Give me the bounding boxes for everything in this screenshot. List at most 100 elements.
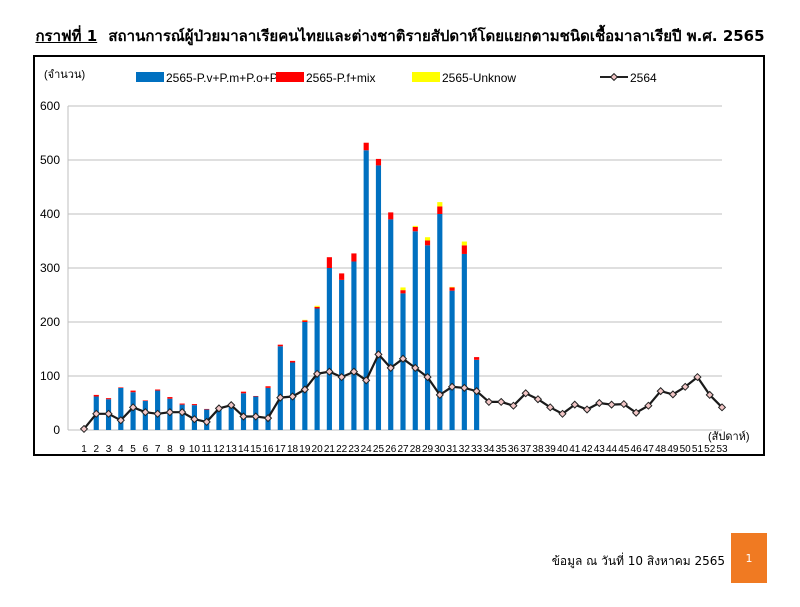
- y-axis-label: (จำนวน): [44, 69, 85, 81]
- marker-2564: [484, 397, 493, 407]
- marker-2564: [313, 369, 322, 378]
- marker-2564: [202, 417, 211, 427]
- x-tick-label: 16: [262, 444, 274, 455]
- marker-2564: [227, 401, 236, 410]
- marker-2564: [423, 372, 432, 382]
- bar-2565-p-f-mix: [449, 287, 455, 291]
- bar-2565-unknow: [400, 287, 406, 291]
- bar-2565-p-f-mix: [105, 398, 112, 400]
- bar-2565-p-v-p-m-p-o-p-k: [375, 165, 382, 430]
- marker-2564: [300, 385, 309, 394]
- x-tick-label: 23: [348, 444, 360, 455]
- x-tick-label: 35: [496, 444, 508, 455]
- bar-2565-p-f-mix: [302, 320, 308, 322]
- x-tick-label: 10: [189, 444, 201, 455]
- bar-2565-unknow: [449, 286, 455, 288]
- marker-2564: [178, 408, 187, 417]
- x-tick-label: 24: [361, 444, 373, 455]
- x-tick-label: 3: [106, 444, 112, 455]
- marker-2564: [558, 409, 567, 418]
- marker-2564: [337, 372, 346, 382]
- x-tick-label: 49: [667, 444, 679, 455]
- marker-2564: [509, 401, 518, 410]
- bar-2565-p-f-mix: [437, 206, 443, 214]
- marker-2564: [165, 408, 174, 417]
- bar-2565-p-f-mix: [277, 344, 283, 347]
- y-tick-label: 200: [40, 315, 60, 329]
- x-tick-label: 53: [716, 444, 728, 455]
- bar-2565-p-f-mix: [118, 387, 124, 388]
- x-tick-label: 13: [226, 444, 238, 455]
- legend-label: 2565-P.f+mix: [306, 71, 376, 85]
- marker-2564: [546, 403, 555, 412]
- marker-2564: [349, 367, 359, 376]
- marker-2564: [411, 363, 420, 373]
- marker-2564: [386, 363, 395, 373]
- bar-2565-p-v-p-m-p-o-p-k: [339, 279, 345, 430]
- bar-2565-p-v-p-m-p-o-p-k: [351, 261, 357, 430]
- x-tick-label: 43: [594, 444, 606, 455]
- bar-2565-p-f-mix: [314, 306, 320, 309]
- bar-2565-p-v-p-m-p-o-p-k: [314, 308, 320, 430]
- x-tick-label: 28: [410, 444, 422, 455]
- bar-2565-p-v-p-m-p-o-p-k: [265, 387, 271, 430]
- x-tick-label: 4: [118, 444, 124, 455]
- bar-2565-unknow: [314, 305, 320, 307]
- bar-2565-p-v-p-m-p-o-p-k: [277, 346, 283, 430]
- marker-2564: [116, 416, 125, 425]
- x-tick-label: 1: [81, 444, 87, 455]
- marker-2564: [644, 401, 653, 410]
- marker-2564: [668, 390, 678, 399]
- bar-2565-p-f-mix: [412, 226, 418, 232]
- marker-2564: [79, 424, 89, 434]
- legend-swatch: [412, 72, 440, 82]
- legend-swatch: [276, 72, 304, 82]
- legend-label: 2564: [630, 71, 657, 85]
- marker-2564: [497, 397, 506, 407]
- marker-2564: [276, 393, 285, 402]
- marker-2564: [374, 350, 383, 359]
- marker-2564: [239, 412, 248, 421]
- x-tick-label: 46: [631, 444, 643, 455]
- x-tick-label: 22: [336, 444, 348, 455]
- bar-2565-p-v-p-m-p-o-p-k: [412, 231, 418, 430]
- y-tick-label: 0: [53, 423, 60, 437]
- x-tick-label: 27: [397, 444, 409, 455]
- bar-2565-p-f-mix: [326, 257, 332, 268]
- bar-2565-p-v-p-m-p-o-p-k: [449, 290, 455, 430]
- source-note: ข้อมูล ณ วันที่ 10 สิงหาคม 2565: [551, 554, 725, 568]
- bar-2565-p-f-mix: [265, 386, 271, 388]
- x-tick-label: 45: [618, 444, 630, 455]
- x-tick-label: 37: [520, 444, 532, 455]
- marker-2564: [104, 409, 113, 418]
- bar-2565-p-f-mix: [474, 357, 480, 360]
- x-tick-label: 38: [532, 444, 544, 455]
- marker-2564: [582, 405, 592, 414]
- x-tick-label: 29: [422, 444, 434, 455]
- marker-2564: [398, 354, 408, 363]
- bar-2565-p-f-mix: [130, 390, 136, 393]
- legend-label: 2565-P.v+P.m+P.o+P.k: [166, 71, 287, 85]
- y-tick-label: 400: [40, 207, 60, 221]
- marker-2564: [447, 382, 457, 391]
- bar-2565-p-v-p-m-p-o-p-k: [326, 268, 332, 430]
- bar-2565-p-f-mix: [240, 391, 247, 394]
- marker-2564: [521, 389, 530, 398]
- chart-frame: [33, 55, 765, 456]
- y-tick-label: 500: [40, 153, 60, 167]
- bar-2565-p-v-p-m-p-o-p-k: [240, 393, 247, 430]
- bar-2565-p-v-p-m-p-o-p-k: [437, 214, 443, 430]
- marker-2564: [190, 415, 199, 424]
- marker-2564: [595, 398, 604, 408]
- x-tick-label: 52: [704, 444, 716, 455]
- marker-2564: [533, 395, 543, 404]
- bar-2565-unknow: [461, 241, 467, 246]
- marker-2564: [619, 399, 628, 409]
- marker-2564: [705, 390, 714, 400]
- x-tick-label: 18: [287, 444, 299, 455]
- x-tick-label: 31: [447, 444, 459, 455]
- figure-label: กราฟที่ 1: [35, 27, 98, 45]
- x-tick-label: 32: [459, 444, 471, 455]
- bar-2565-p-v-p-m-p-o-p-k: [388, 219, 394, 430]
